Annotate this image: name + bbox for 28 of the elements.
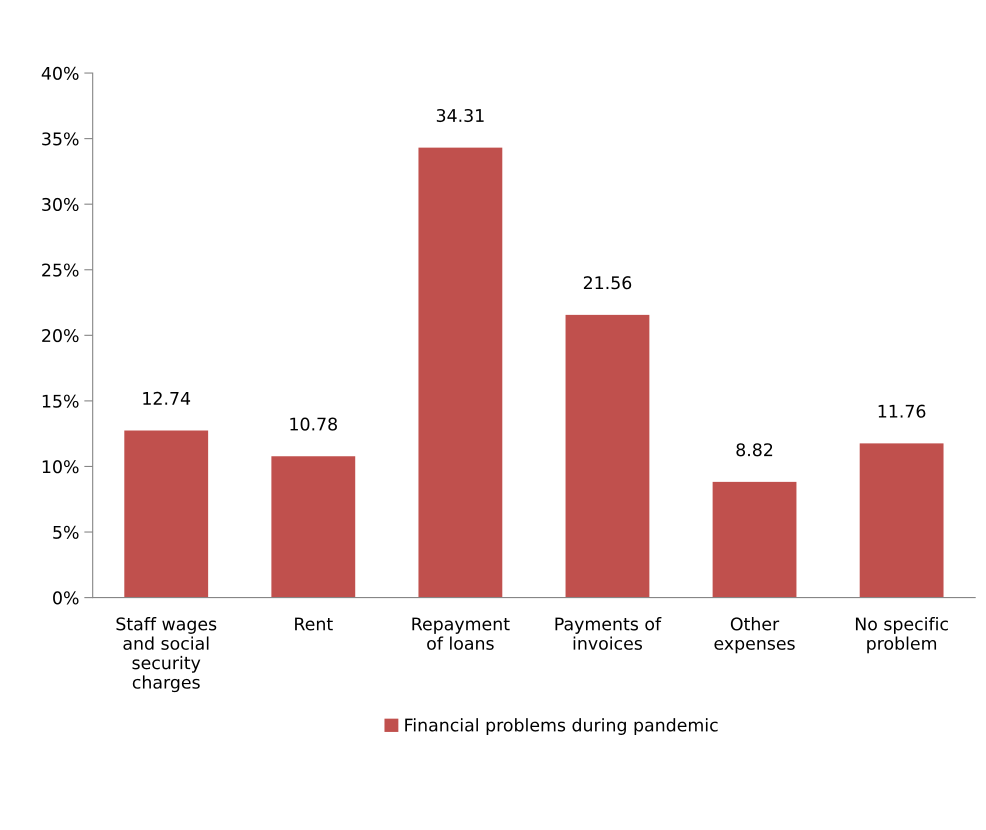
- y-tick-label: 0%: [53, 591, 79, 604]
- y-tick-label: 25%: [42, 263, 79, 277]
- y-tick-label: 30%: [42, 198, 79, 212]
- y-tick-label: 20%: [42, 329, 79, 342]
- data-label: 11.76: [878, 404, 926, 418]
- bar: [860, 443, 944, 598]
- x-tick-label: Payments of invoices: [556, 617, 662, 650]
- data-label: 12.74: [143, 392, 190, 405]
- x-tick-label: Repayment of loans: [412, 618, 510, 650]
- data-label: 8.82: [736, 443, 772, 456]
- data-label: 34.31: [436, 108, 484, 122]
- bar: [271, 456, 356, 598]
- data-label: 21.56: [584, 276, 632, 290]
- bar: [418, 148, 502, 598]
- y-tick-label: 40%: [42, 66, 79, 80]
- bar: [124, 430, 208, 598]
- bar: [712, 482, 796, 598]
- y-tick-label: 10%: [42, 460, 79, 474]
- y-tick-label: 15%: [42, 394, 79, 408]
- bar: [566, 314, 650, 598]
- x-tick-label: Rent: [295, 618, 333, 630]
- x-tick-label: No specific problem: [856, 617, 948, 654]
- legend-label: Financial problems during pandemic: [405, 718, 718, 735]
- x-tick-label: Staff wages and social security charges: [116, 617, 216, 692]
- y-tick-label: 35%: [42, 132, 79, 146]
- x-tick-label: Other expenses: [714, 617, 795, 654]
- data-label: 10.78: [290, 418, 337, 431]
- y-tick-label: 5%: [53, 526, 79, 539]
